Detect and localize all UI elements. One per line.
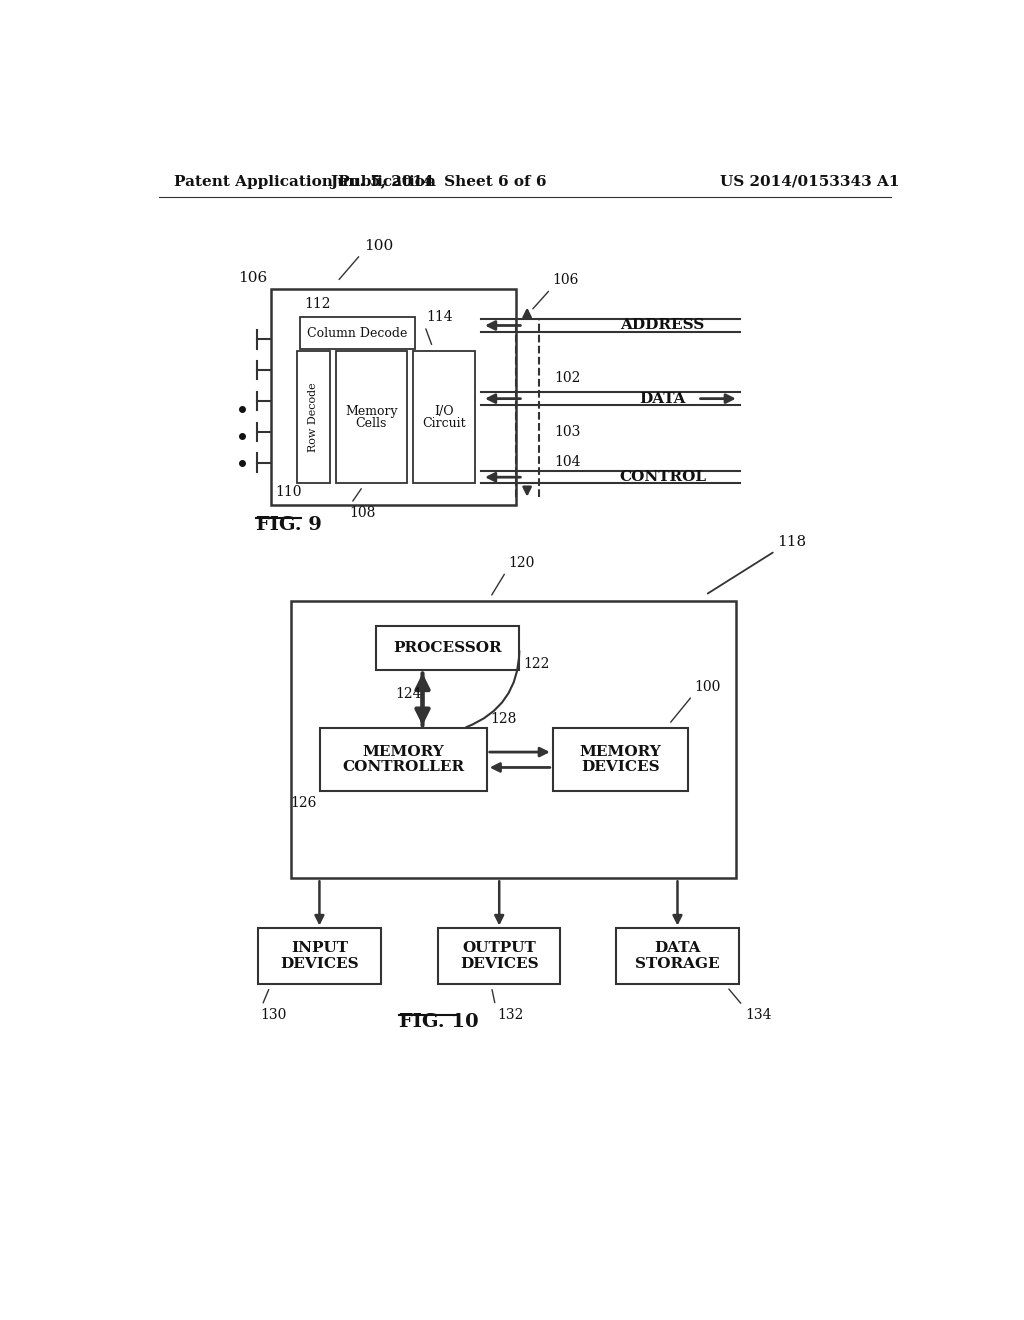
Text: CONTROLLER: CONTROLLER	[342, 760, 465, 775]
FancyBboxPatch shape	[300, 317, 415, 350]
Text: US 2014/0153343 A1: US 2014/0153343 A1	[720, 174, 900, 189]
Text: 102: 102	[554, 371, 581, 385]
Text: Circuit: Circuit	[422, 417, 466, 430]
Text: OUTPUT: OUTPUT	[463, 941, 537, 956]
Text: DEVICES: DEVICES	[460, 957, 539, 970]
Text: 100: 100	[365, 239, 393, 253]
FancyBboxPatch shape	[553, 729, 688, 792]
Text: DATA: DATA	[654, 941, 700, 956]
Text: DEVICES: DEVICES	[281, 957, 358, 970]
Text: 106: 106	[553, 273, 580, 286]
FancyBboxPatch shape	[258, 928, 381, 983]
Text: 130: 130	[260, 1007, 287, 1022]
Text: 114: 114	[426, 310, 453, 323]
Text: 106: 106	[239, 272, 267, 285]
Text: 122: 122	[523, 657, 550, 672]
Text: 104: 104	[554, 455, 581, 469]
Text: 124: 124	[395, 686, 422, 701]
Text: 134: 134	[744, 1007, 771, 1022]
FancyBboxPatch shape	[291, 601, 736, 878]
FancyBboxPatch shape	[376, 626, 519, 671]
Text: I/O: I/O	[434, 405, 454, 418]
FancyBboxPatch shape	[336, 351, 407, 483]
Text: Cells: Cells	[355, 417, 387, 430]
Text: 108: 108	[349, 506, 376, 520]
Text: FIG. 9: FIG. 9	[256, 516, 322, 535]
Text: CONTROL: CONTROL	[620, 470, 707, 484]
Text: FIG. 10: FIG. 10	[399, 1014, 479, 1031]
Text: INPUT: INPUT	[291, 941, 348, 956]
Text: 100: 100	[694, 680, 721, 693]
Text: DEVICES: DEVICES	[582, 760, 659, 775]
Text: DATA: DATA	[640, 392, 686, 405]
FancyBboxPatch shape	[297, 351, 330, 483]
Text: ADDRESS: ADDRESS	[621, 318, 705, 333]
Text: STORAGE: STORAGE	[635, 957, 720, 970]
Text: Patent Application Publication: Patent Application Publication	[174, 174, 436, 189]
Text: 112: 112	[304, 297, 331, 312]
Text: 128: 128	[490, 711, 517, 726]
Text: Row Decode: Row Decode	[308, 383, 318, 451]
FancyArrowPatch shape	[466, 651, 519, 727]
FancyBboxPatch shape	[321, 729, 486, 792]
Text: PROCESSOR: PROCESSOR	[393, 642, 502, 655]
Text: 126: 126	[290, 796, 316, 810]
Text: 120: 120	[508, 556, 535, 570]
Text: 132: 132	[497, 1007, 523, 1022]
Text: 110: 110	[275, 484, 302, 499]
FancyBboxPatch shape	[616, 928, 738, 983]
Text: 103: 103	[554, 425, 581, 438]
FancyBboxPatch shape	[271, 289, 515, 506]
FancyBboxPatch shape	[438, 928, 560, 983]
Text: Jun. 5, 2014  Sheet 6 of 6: Jun. 5, 2014 Sheet 6 of 6	[330, 174, 546, 189]
Text: MEMORY: MEMORY	[580, 744, 662, 759]
Text: 118: 118	[777, 535, 807, 549]
Text: MEMORY: MEMORY	[362, 744, 444, 759]
Text: Column Decode: Column Decode	[307, 326, 408, 339]
FancyBboxPatch shape	[414, 351, 475, 483]
Text: Memory: Memory	[345, 405, 397, 418]
